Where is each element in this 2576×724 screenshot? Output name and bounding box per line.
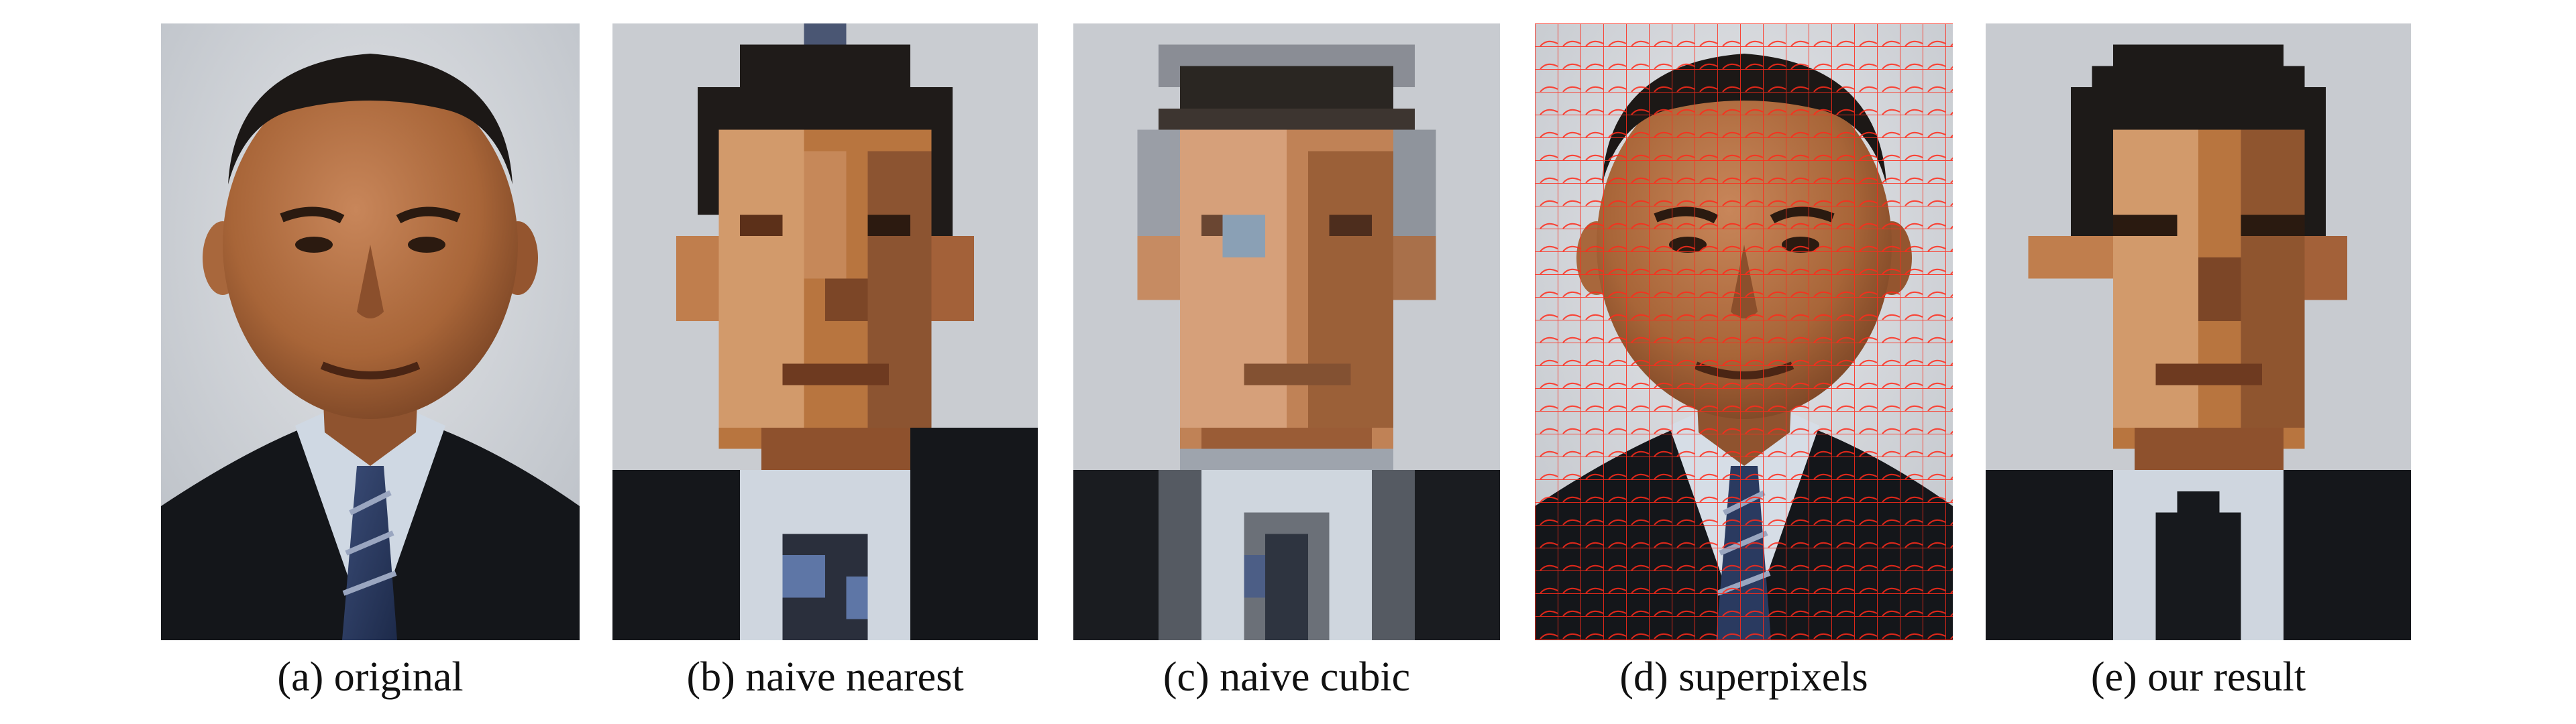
panel-c-naive-cubic — [1073, 23, 1500, 640]
caption-b: (b) naive nearest — [686, 654, 964, 700]
panel-a-original-photo — [161, 23, 580, 640]
panel-b-naive-nearest — [612, 23, 1038, 640]
caption-c: (c) naive cubic — [1163, 654, 1411, 700]
caption-d: (d) superpixels — [1619, 654, 1868, 700]
panel-e-our-result — [1986, 23, 2411, 640]
caption-e: (e) our result — [2090, 654, 2306, 700]
caption-a: (a) original — [277, 654, 464, 700]
panel-d-superpixels — [1535, 23, 1953, 640]
